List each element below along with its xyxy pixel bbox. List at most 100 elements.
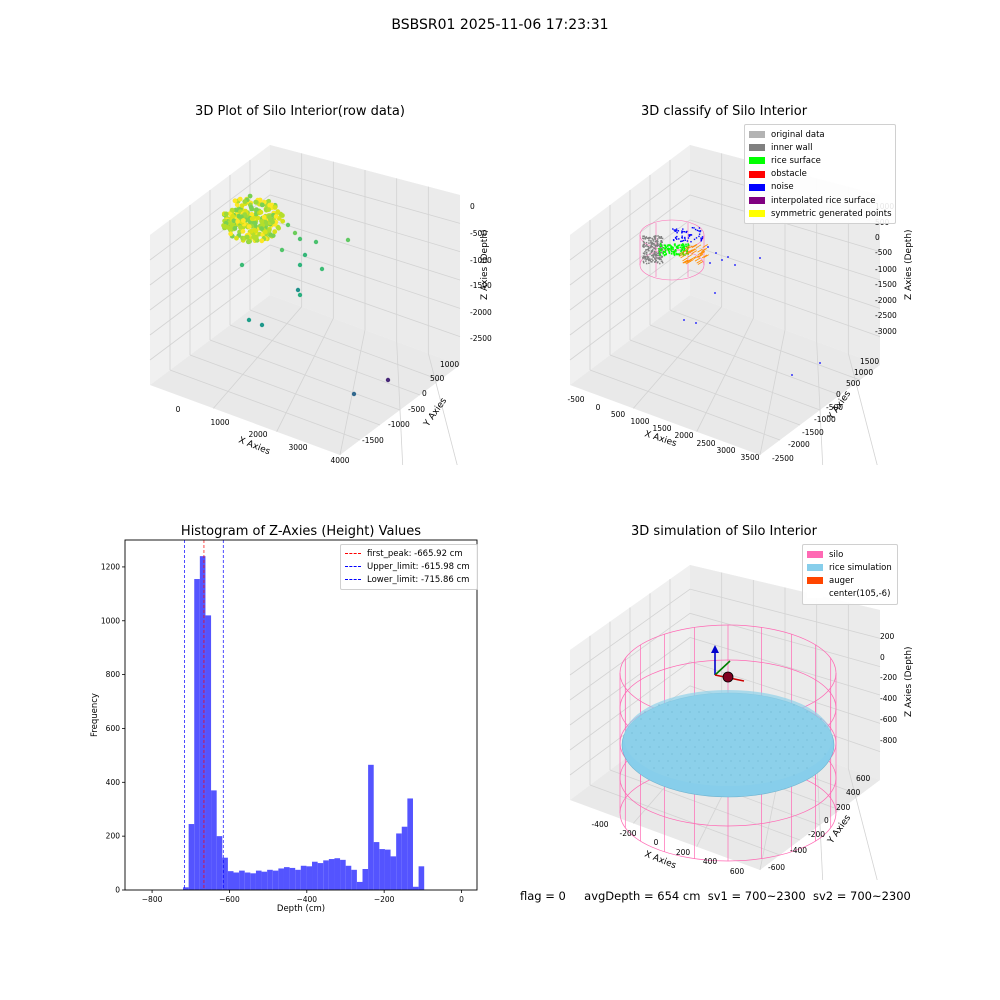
rice-point [743,753,745,755]
rice-point [730,760,732,762]
rice-point [671,739,673,741]
p2-point-wall [659,245,661,247]
rice-point [707,711,709,713]
legend-label: rice simulation [829,562,892,573]
p2-point-noise [681,231,683,233]
grid-line [669,309,861,381]
p1-ztick: -500 [470,229,487,238]
p1-point [249,212,255,217]
p2-point-wall [648,237,650,239]
p1-point [234,235,239,241]
rice-point [689,781,691,783]
p2-point-wall [649,237,652,239]
rice-point [703,774,705,776]
p2-point-rice [679,246,682,249]
p4-ytick: -400 [790,846,807,855]
p2-xtick: 3500 [740,453,759,462]
p2-point-wall [645,244,648,246]
p2-point-rice [683,247,686,249]
p2-point-rice [676,253,679,255]
p2-point-rice [660,248,662,251]
p2-point-wall [645,249,647,251]
p2-point-wall [658,257,660,260]
p2-point-rice [681,247,683,249]
p2-point-noise [707,246,709,248]
p1-ytick: 1000 [440,360,459,369]
p2-xtick: 2500 [696,439,715,448]
rice-point [793,732,795,734]
p2-point-rice [662,247,665,249]
p2-point-rice [678,254,681,257]
hist-bar [306,866,313,890]
p1-point [280,213,285,218]
rice-point [748,746,750,748]
p2-point-rice [682,253,685,256]
hist-frame [124,539,478,891]
status-line: flag = 0 avgDepth = 654 cm sv1 = 700~230… [520,889,911,903]
p2-point-wall [644,258,646,260]
rice-point [775,718,777,720]
p2-point-wall [654,237,656,239]
p2-point-rice [685,245,688,248]
rice-point [640,718,642,720]
rice-point [748,718,750,720]
hist-bar [412,886,419,890]
hist-bar [183,887,189,890]
rice-point [667,774,669,776]
rice-point [698,753,700,755]
hist-bar [216,836,223,890]
rice-point [671,725,673,727]
rice-point [815,753,817,755]
p2-point-wall [651,258,653,260]
p1-point [385,377,391,383]
p2-point-obstacle [703,254,710,259]
rice-point [631,732,633,734]
rice-point [811,732,813,734]
p2-point-rice [673,253,675,255]
p2-point-rice [663,244,666,246]
p2-point-wall [643,261,645,264]
hist-legend: first_peak: -665.92 cm Upper_limit: -615… [340,544,478,590]
hist-bar [340,859,346,890]
p2-point-rice [672,248,674,251]
p2-point-noise [734,264,736,266]
p2-point-wall [661,237,664,240]
p2-point-wall [656,238,659,240]
p1-point [275,209,281,215]
p2-point-noise [714,292,716,294]
p2-point-rice [677,247,679,249]
rice-point [824,753,826,755]
p2-ytick: -1500 [802,428,824,437]
p2-point-wall [643,243,646,246]
p1-point [258,209,264,215]
p2-point-rice [674,249,677,251]
rice-point [658,732,660,734]
p2-point-wall [654,236,656,238]
p2-point-rice [682,251,684,254]
panel4-title: 3D simulation of Silo Interior [631,524,817,539]
rice-point [676,732,678,734]
status-gap [806,889,813,903]
p2-point-wall [643,246,645,248]
rice-point [739,774,741,776]
p2-point-wall [648,247,650,250]
p1-point [302,252,308,258]
p2-point-wall [645,237,647,239]
p4-xtick: -400 [591,820,608,829]
p2-point-noise [694,228,697,231]
rice-point [698,781,700,783]
hist-xtick-label: 0 [459,895,464,904]
p2-point-wall [658,251,660,254]
p2-point-wall [654,257,656,259]
hist-bar [401,826,408,890]
p2-point-wall [652,256,654,258]
rice-point [743,739,745,741]
p2-point-wall [657,235,659,237]
grid-line [569,269,881,361]
rice-point [667,746,669,748]
p2-point-rice [664,251,666,253]
hist-bar [356,881,363,890]
rice-point [730,774,732,776]
p2-point-wall [657,252,659,255]
simulation-3d-plot: -400 -200 0 200 400 600 -600 -400 -200 0… [569,565,914,880]
